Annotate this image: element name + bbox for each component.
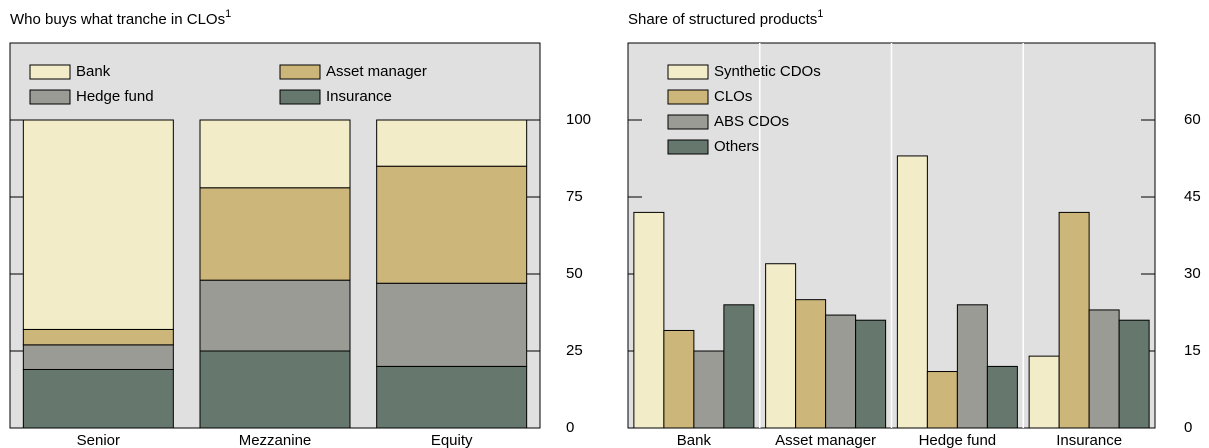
bar (663, 329, 695, 429)
legend-label: CLOs (714, 88, 752, 105)
bar (956, 304, 988, 429)
bar (633, 211, 665, 429)
title-text: Who buys what tranche in CLOs (10, 11, 225, 28)
legend-swatch (279, 64, 321, 80)
bar (986, 365, 1018, 429)
y-tick-label: 30 (1184, 265, 1201, 282)
x-tick-label: Mezzanine (239, 432, 312, 448)
bar-segment (199, 279, 351, 352)
legend-swatch (667, 64, 709, 80)
x-tick-label: Equity (431, 432, 473, 448)
x-tick-label: Senior (77, 432, 120, 448)
x-tick-label: Bank (677, 432, 712, 448)
bar (825, 314, 857, 429)
bar-segment (376, 282, 528, 367)
legend-swatch (667, 114, 709, 130)
bar (1028, 355, 1060, 429)
legend-label: Insurance (326, 88, 392, 105)
y-tick-label: 0 (566, 419, 574, 436)
bar (723, 304, 755, 429)
chart-title: Share of structured products1 (628, 8, 823, 28)
legend-swatch (29, 89, 71, 105)
bar-segment (22, 328, 174, 346)
bar (795, 299, 827, 429)
bar-segment (376, 165, 528, 284)
legend-label: Others (714, 138, 759, 155)
bar-segment (22, 119, 174, 330)
bar-segment (199, 350, 351, 429)
bar-segment (22, 344, 174, 370)
bar-segment (199, 187, 351, 281)
bar (1088, 309, 1120, 429)
legend-label: Asset manager (326, 63, 427, 80)
bar (765, 263, 797, 429)
y-tick-label: 15 (1184, 342, 1201, 359)
bar (926, 371, 958, 429)
bar (1058, 211, 1090, 429)
y-tick-label: 50 (566, 265, 583, 282)
chart-title: Who buys what tranche in CLOs1 (10, 8, 231, 28)
legend-label: ABS CDOs (714, 113, 789, 130)
legend-swatch (29, 64, 71, 80)
y-tick-label: 60 (1184, 111, 1201, 128)
bar-segment (376, 365, 528, 429)
x-tick-label: Hedge fund (919, 432, 997, 448)
legend-swatch (667, 139, 709, 155)
bar (896, 155, 928, 429)
bar (693, 350, 725, 429)
title-text: Share of structured products (628, 11, 817, 28)
bar-segment (376, 119, 528, 167)
legend-label: Synthetic CDOs (714, 63, 821, 80)
legend-swatch (667, 89, 709, 105)
y-tick-label: 0 (1184, 419, 1192, 436)
bar (855, 319, 887, 429)
title-superscript: 1 (817, 8, 823, 20)
bar-segment (199, 119, 351, 189)
y-tick-label: 75 (566, 188, 583, 205)
y-tick-label: 25 (566, 342, 583, 359)
bar-segment (22, 368, 174, 429)
legend-label: Bank (76, 63, 111, 80)
y-tick-label: 100 (566, 111, 591, 128)
legend-swatch (279, 89, 321, 105)
x-tick-label: Asset manager (775, 432, 876, 448)
legend-label: Hedge fund (76, 88, 154, 105)
x-tick-label: Insurance (1056, 432, 1122, 448)
y-tick-label: 45 (1184, 188, 1201, 205)
title-superscript: 1 (225, 8, 231, 20)
bar (1118, 319, 1150, 429)
